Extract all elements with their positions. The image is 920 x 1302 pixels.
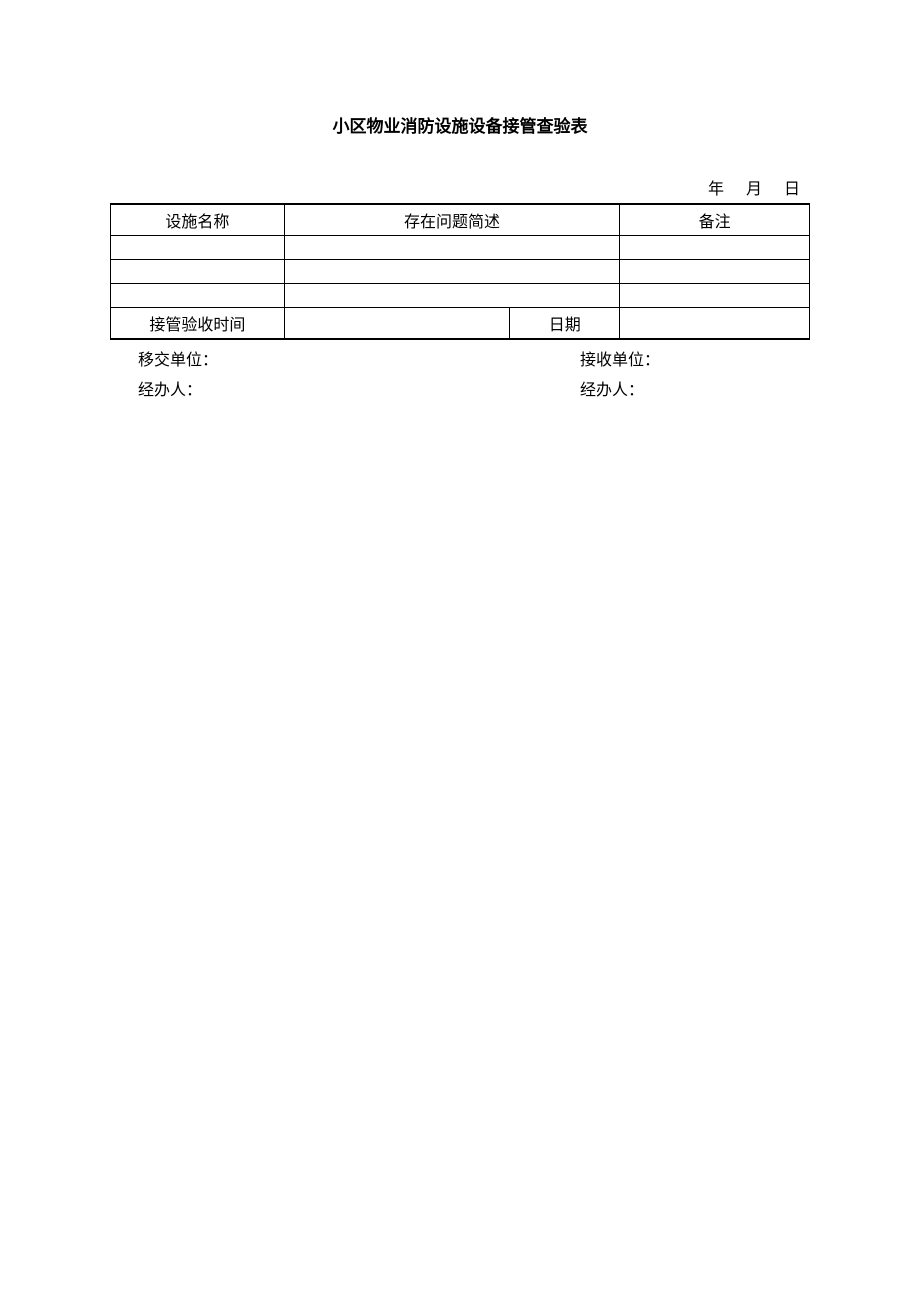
cell-problem-description bbox=[284, 260, 619, 284]
table-row bbox=[111, 284, 810, 308]
receive-unit-label: 接收单位： bbox=[580, 346, 810, 370]
table-row bbox=[111, 236, 810, 260]
date-value bbox=[620, 308, 810, 340]
cell-problem-description bbox=[284, 236, 619, 260]
handler-label-left: 经办人： bbox=[110, 376, 580, 400]
year-label: 年 bbox=[708, 181, 726, 198]
cell-problem-description bbox=[284, 284, 619, 308]
month-label: 月 bbox=[746, 181, 764, 198]
cell-facility-name bbox=[111, 236, 285, 260]
cell-remarks bbox=[620, 284, 810, 308]
signature-row-units: 移交单位： 接收单位： bbox=[110, 346, 810, 370]
inspection-table: 设施名称 存在问题简述 备注 接管验收时间 日期 bbox=[110, 203, 810, 340]
header-remarks: 备注 bbox=[620, 204, 810, 236]
acceptance-time-value bbox=[284, 308, 510, 340]
header-problem-description: 存在问题简述 bbox=[284, 204, 619, 236]
header-facility-name: 设施名称 bbox=[111, 204, 285, 236]
date-line: 年 月 日 bbox=[110, 175, 810, 199]
document-title: 小区物业消防设施设备接管查验表 bbox=[0, 112, 920, 137]
cell-remarks bbox=[620, 260, 810, 284]
table-header-row: 设施名称 存在问题简述 备注 bbox=[111, 204, 810, 236]
transfer-unit-label: 移交单位： bbox=[110, 346, 580, 370]
handler-label-right: 经办人： bbox=[580, 376, 810, 400]
cell-facility-name bbox=[111, 260, 285, 284]
acceptance-time-label: 接管验收时间 bbox=[111, 308, 285, 340]
table-row bbox=[111, 260, 810, 284]
date-label: 日期 bbox=[510, 308, 620, 340]
day-label: 日 bbox=[784, 181, 802, 198]
signature-section: 移交单位： 接收单位： 经办人： 经办人： bbox=[110, 346, 810, 400]
cell-facility-name bbox=[111, 284, 285, 308]
cell-remarks bbox=[620, 236, 810, 260]
table-footer-row: 接管验收时间 日期 bbox=[111, 308, 810, 340]
signature-row-handlers: 经办人： 经办人： bbox=[110, 376, 810, 400]
